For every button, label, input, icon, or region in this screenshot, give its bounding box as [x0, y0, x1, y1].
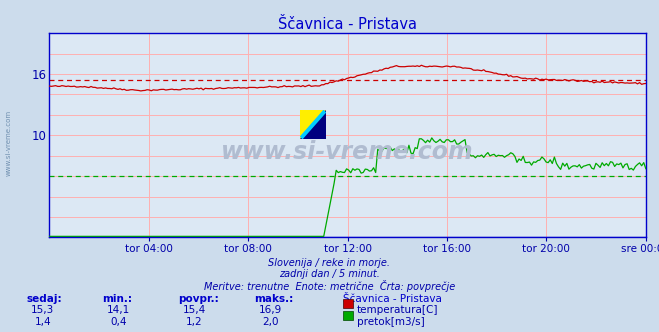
- Text: 15,4: 15,4: [183, 305, 206, 315]
- Text: Slovenija / reke in morje.: Slovenija / reke in morje.: [268, 258, 391, 268]
- Text: 16,9: 16,9: [258, 305, 282, 315]
- Text: 1,2: 1,2: [186, 317, 203, 327]
- Text: povpr.:: povpr.:: [178, 294, 219, 304]
- Polygon shape: [300, 110, 326, 139]
- Text: 14,1: 14,1: [107, 305, 130, 315]
- Text: maks.:: maks.:: [254, 294, 293, 304]
- Text: zadnji dan / 5 minut.: zadnji dan / 5 minut.: [279, 269, 380, 279]
- Text: 15,3: 15,3: [31, 305, 55, 315]
- Text: 2,0: 2,0: [262, 317, 279, 327]
- Text: temperatura[C]: temperatura[C]: [357, 305, 439, 315]
- Text: 0,4: 0,4: [110, 317, 127, 327]
- Text: www.si-vreme.com: www.si-vreme.com: [221, 140, 474, 164]
- Text: min.:: min.:: [102, 294, 132, 304]
- Text: 1,4: 1,4: [34, 317, 51, 327]
- Text: Ščavnica - Pristava: Ščavnica - Pristava: [343, 294, 442, 304]
- Text: Meritve: trenutne  Enote: metrične  Črta: povprečje: Meritve: trenutne Enote: metrične Črta: …: [204, 280, 455, 291]
- Polygon shape: [300, 110, 326, 139]
- Text: pretok[m3/s]: pretok[m3/s]: [357, 317, 425, 327]
- Text: sedaj:: sedaj:: [26, 294, 62, 304]
- Text: www.si-vreme.com: www.si-vreme.com: [5, 110, 11, 176]
- Title: Ščavnica - Pristava: Ščavnica - Pristava: [278, 17, 417, 32]
- Polygon shape: [300, 110, 326, 139]
